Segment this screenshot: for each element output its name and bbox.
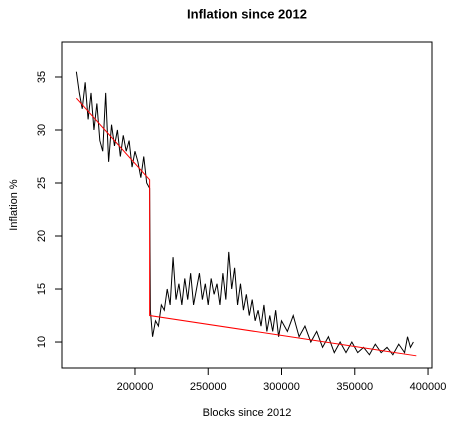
y-tick-label: 25 <box>36 177 48 189</box>
x-tick-label: 200000 <box>117 381 154 393</box>
x-tick-label: 250000 <box>190 381 227 393</box>
plot-box <box>61 41 433 369</box>
x-tick-label: 400000 <box>410 381 447 393</box>
y-tick-label: 10 <box>36 336 48 348</box>
y-tick-label: 35 <box>36 71 48 83</box>
y-tick-label: 15 <box>36 283 48 295</box>
chart-title: Inflation since 2012 <box>187 6 307 21</box>
x-tick-label: 350000 <box>336 381 373 393</box>
series-line <box>75 71 414 356</box>
y-tick-label: 20 <box>36 230 48 242</box>
x-tick-label: 300000 <box>263 381 300 393</box>
y-tick-label: 30 <box>36 124 48 136</box>
x-axis-label: Blocks since 2012 <box>203 407 292 419</box>
y-axis-label: Inflation % <box>8 179 20 231</box>
series-line <box>75 97 417 357</box>
